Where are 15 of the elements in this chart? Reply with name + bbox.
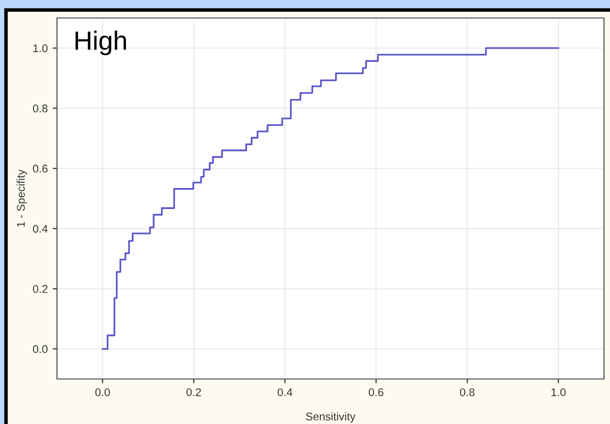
x-tick-label: 0.4 xyxy=(278,388,292,396)
y-tick-label: 0.8 xyxy=(32,104,48,112)
y-tick-label: 1.0 xyxy=(33,44,48,52)
x-axis-title: Sensitivity xyxy=(306,412,356,423)
annotation: High xyxy=(76,30,126,56)
y-axis-title: 1 - Specifity xyxy=(16,169,27,227)
y-tick-label: 0.6 xyxy=(32,164,48,173)
y-tick-label: 0.2 xyxy=(32,285,48,293)
x-tick-label: 0.6 xyxy=(368,388,384,396)
x-tick-label: 1.0 xyxy=(552,388,566,396)
x-tick-label: 0.0 xyxy=(95,388,110,396)
x-tick-label: 0.8 xyxy=(460,388,474,396)
y-tick-label: 0.0 xyxy=(32,345,48,354)
x-tick-label: 0.2 xyxy=(186,388,201,396)
y-tick-label: 0.4 xyxy=(32,224,48,233)
